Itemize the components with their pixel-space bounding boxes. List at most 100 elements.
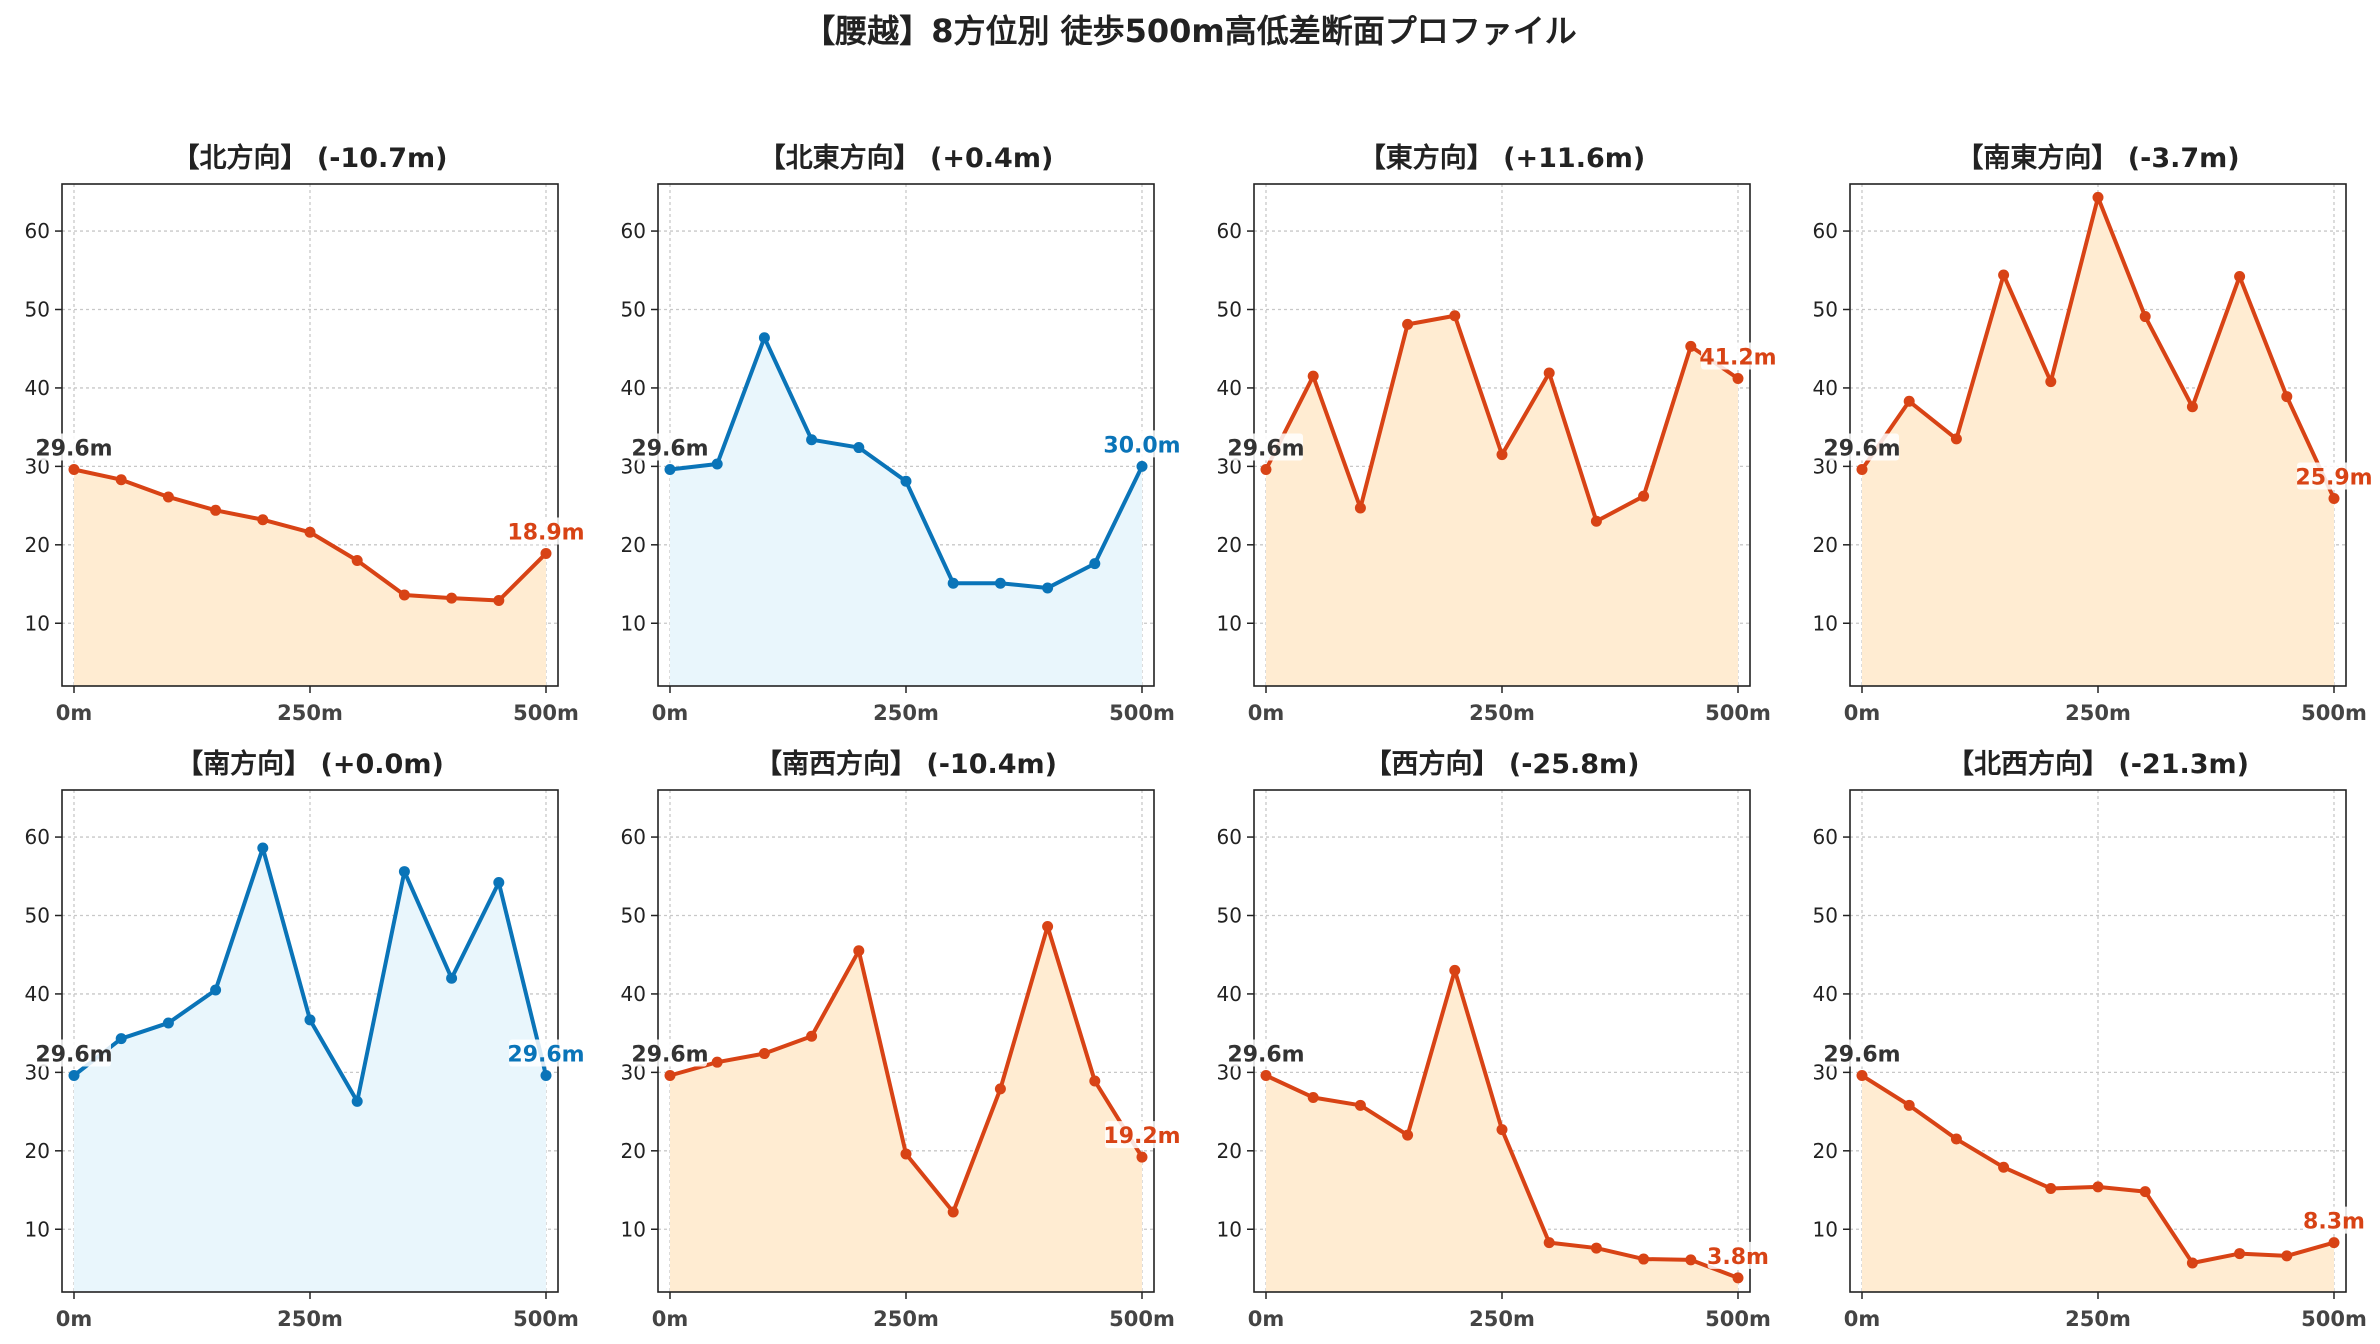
area-fill bbox=[1862, 1075, 2334, 1292]
x-tick-label: 0m bbox=[1844, 701, 1881, 725]
data-point bbox=[540, 547, 552, 559]
data-point bbox=[1354, 1099, 1366, 1111]
data-point bbox=[540, 1070, 552, 1082]
data-point bbox=[1543, 367, 1555, 379]
data-point bbox=[1638, 1253, 1650, 1265]
y-tick-label: 20 bbox=[1217, 533, 1242, 557]
data-point bbox=[664, 1070, 676, 1082]
y-tick-label: 20 bbox=[621, 1139, 646, 1163]
y-tick-label: 40 bbox=[621, 982, 646, 1006]
x-tick-label: 500m bbox=[1705, 701, 1771, 725]
data-point bbox=[1042, 920, 1054, 932]
end-label: 19.2m bbox=[1103, 1124, 1180, 1149]
data-point bbox=[853, 945, 865, 957]
x-tick-label: 250m bbox=[1469, 1307, 1535, 1331]
data-point bbox=[446, 972, 458, 984]
y-tick-label: 40 bbox=[25, 982, 50, 1006]
y-tick-label: 20 bbox=[25, 1139, 50, 1163]
start-label-bg bbox=[1825, 1039, 1899, 1067]
end-label-bg bbox=[509, 1039, 583, 1067]
data-point bbox=[68, 1070, 80, 1082]
start-label-bg bbox=[633, 1039, 707, 1067]
start-label: 29.6m bbox=[1823, 437, 1900, 462]
data-point bbox=[304, 1014, 316, 1026]
data-point bbox=[1732, 1272, 1744, 1284]
x-tick-label: 250m bbox=[277, 701, 343, 725]
data-point bbox=[1543, 1237, 1555, 1249]
y-tick-label: 10 bbox=[25, 611, 50, 635]
end-label-bg bbox=[1105, 1121, 1179, 1149]
data-point bbox=[1354, 502, 1366, 514]
data-point bbox=[304, 526, 316, 538]
y-tick-label: 60 bbox=[621, 825, 646, 849]
panel-title: 【北西方向】 (-21.3m) bbox=[1947, 748, 2249, 780]
y-tick-label: 50 bbox=[621, 904, 646, 928]
end-label: 29.6m bbox=[507, 1043, 584, 1068]
start-label: 29.6m bbox=[631, 1043, 708, 1068]
data-point bbox=[758, 1048, 770, 1060]
y-tick-label: 40 bbox=[25, 376, 50, 400]
x-tick-label: 500m bbox=[2301, 1307, 2367, 1331]
start-label: 29.6m bbox=[631, 437, 708, 462]
data-point bbox=[711, 1056, 723, 1068]
end-label-bg bbox=[1701, 342, 1775, 370]
data-point bbox=[1590, 1242, 1602, 1254]
data-point bbox=[900, 1148, 912, 1160]
data-point bbox=[1260, 1070, 1272, 1082]
y-tick-label: 40 bbox=[1813, 982, 1838, 1006]
start-label-bg bbox=[1229, 433, 1303, 461]
data-point bbox=[2045, 376, 2057, 388]
y-tick-label: 10 bbox=[1813, 1217, 1838, 1241]
panel-title: 【南西方向】 (-10.4m) bbox=[755, 748, 1057, 780]
y-tick-label: 60 bbox=[1217, 219, 1242, 243]
data-point bbox=[1998, 269, 2010, 281]
end-label: 41.2m bbox=[1699, 346, 1776, 371]
data-point bbox=[1732, 373, 1744, 385]
y-tick-label: 50 bbox=[1217, 904, 1242, 928]
data-point bbox=[162, 491, 174, 503]
data-point bbox=[1903, 1099, 1915, 1111]
data-point bbox=[68, 464, 80, 476]
data-point bbox=[1402, 318, 1414, 330]
y-tick-label: 40 bbox=[621, 376, 646, 400]
data-point bbox=[1590, 515, 1602, 527]
x-tick-label: 500m bbox=[513, 1307, 579, 1331]
x-tick-label: 250m bbox=[277, 1307, 343, 1331]
y-tick-label: 60 bbox=[1813, 219, 1838, 243]
data-point bbox=[1496, 1124, 1508, 1136]
y-tick-label: 10 bbox=[1217, 1217, 1242, 1241]
y-tick-label: 20 bbox=[621, 533, 646, 557]
start-label: 29.6m bbox=[35, 1043, 112, 1068]
start-label-bg bbox=[1825, 433, 1899, 461]
end-label-bg bbox=[1105, 430, 1179, 458]
figure-title: 【腰越】8方位別 徒歩500m高低差断面プロファイル bbox=[803, 12, 1577, 50]
y-tick-label: 50 bbox=[1217, 298, 1242, 322]
end-label: 25.9m bbox=[2295, 466, 2372, 491]
end-label: 3.8m bbox=[1707, 1245, 1769, 1270]
end-label-bg bbox=[2297, 462, 2371, 490]
y-tick-label: 60 bbox=[25, 219, 50, 243]
data-point bbox=[493, 877, 505, 889]
data-point bbox=[115, 474, 127, 486]
x-tick-label: 500m bbox=[513, 701, 579, 725]
data-point bbox=[493, 595, 505, 607]
data-point bbox=[1136, 460, 1148, 472]
x-tick-label: 500m bbox=[2301, 701, 2367, 725]
x-tick-label: 250m bbox=[2065, 1307, 2131, 1331]
data-point bbox=[1042, 582, 1054, 594]
data-point bbox=[2139, 311, 2151, 323]
data-point bbox=[257, 842, 269, 854]
data-point bbox=[994, 577, 1006, 589]
y-tick-label: 60 bbox=[25, 825, 50, 849]
start-label: 29.6m bbox=[1823, 1043, 1900, 1068]
x-tick-label: 0m bbox=[1248, 701, 1285, 725]
y-tick-label: 60 bbox=[1813, 825, 1838, 849]
area-fill bbox=[670, 926, 1142, 1292]
data-point bbox=[853, 442, 865, 454]
y-tick-label: 40 bbox=[1217, 376, 1242, 400]
x-tick-label: 0m bbox=[1248, 1307, 1285, 1331]
